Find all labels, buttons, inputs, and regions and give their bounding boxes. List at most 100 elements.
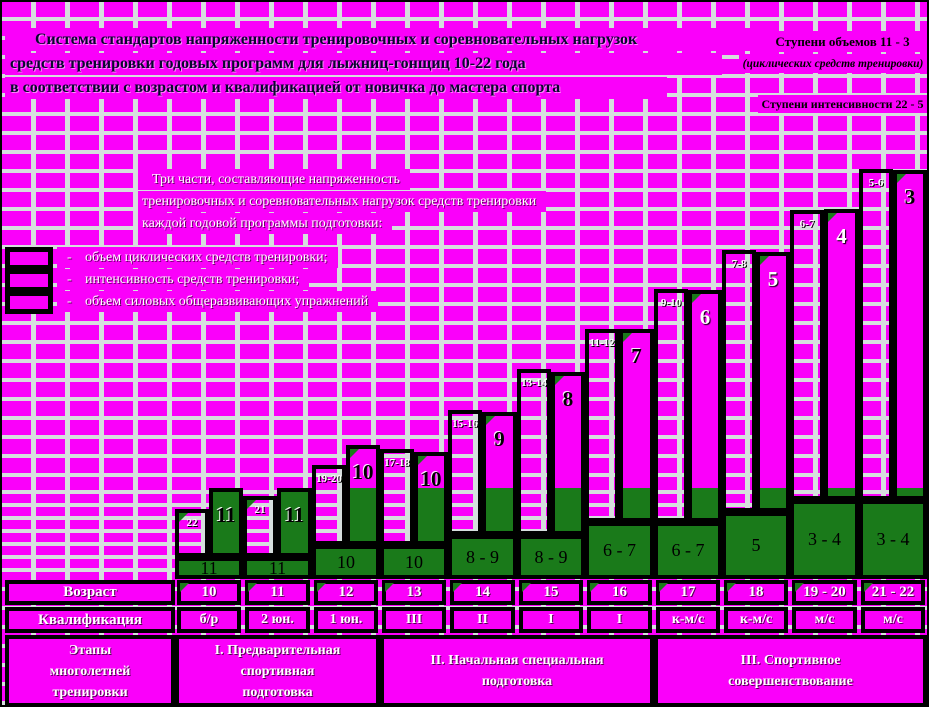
intensity-step-label: 19-20 <box>316 473 342 485</box>
legend-swatch-volume <box>5 247 53 270</box>
strength-volume-value: 10 <box>405 551 423 572</box>
corner-marker-icon <box>247 500 256 509</box>
volume-bar: 9 <box>482 412 517 535</box>
legend-item-intensity: - интенсивность средств тренировки; <box>57 269 310 290</box>
intensity-step-label: 11-12 <box>589 337 615 349</box>
corner-marker-icon <box>897 174 906 183</box>
corner-marker-icon <box>317 583 326 592</box>
corner-marker-icon <box>248 583 257 592</box>
qualification-cell: м/с <box>861 607 925 633</box>
volume-bar: 8 <box>551 372 585 535</box>
intensity-step-label: 5-6 <box>868 177 884 189</box>
legend-swatch-strength <box>5 291 53 314</box>
strength-volume-box: 3 - 4 <box>790 500 859 579</box>
volume-bar-value: 6 <box>699 305 711 329</box>
strength-volume-value: 8 - 9 <box>466 546 499 567</box>
intensity-step-label: 17-18 <box>384 457 410 469</box>
strength-volume-box: 6 - 7 <box>654 522 722 579</box>
strength-volume-value: 8 - 9 <box>534 546 568 567</box>
title-line-1: Система стандартов напряженности трениро… <box>5 28 772 51</box>
stage-cell-1: I. Предварительная спортивная подготовка <box>175 635 380 705</box>
title-line-2: средств тренировки годовых программ для … <box>5 53 722 75</box>
intensity-step-label: 21 <box>254 504 266 516</box>
intensity-step-label: 9-10 <box>660 297 682 309</box>
volume-bar: 3 <box>893 170 927 500</box>
strength-volume-box: 10 <box>380 545 448 579</box>
intensity-step-label: 13-14 <box>521 377 547 389</box>
intensity-steps-label: Ступени интенсивности 22 - 5 <box>758 95 927 113</box>
strength-volume-box: 8 - 9 <box>517 535 585 579</box>
stages-header-line: многолетней <box>49 663 131 679</box>
corner-marker-icon <box>180 583 189 592</box>
corner-marker-icon <box>828 213 837 222</box>
legend-item-label: объем циклических средств тренировки; <box>85 249 328 265</box>
intensity-step-label: 15-16 <box>452 418 478 430</box>
legend-dash: - <box>67 249 72 265</box>
intensity-bar: 22 <box>175 509 209 557</box>
corner-marker-icon <box>760 256 769 265</box>
intensity-bar: 6-7 <box>790 210 824 500</box>
age-cell: 21 - 22 <box>861 580 925 605</box>
corner-marker-icon <box>692 294 701 303</box>
corner-marker-icon <box>727 583 736 592</box>
volume-bar-value: 7 <box>631 344 642 368</box>
stage-label-line: совершенствование <box>728 674 853 689</box>
stage-label-line: I. Предварительная <box>214 642 341 658</box>
stages-row-header: Этапы многолетней тренировки <box>5 635 175 705</box>
volume-steps-label: Ступени объемов 11 - 3 <box>758 31 927 52</box>
volume-bar-value: 9 <box>494 427 505 451</box>
age-cell: 17 <box>656 580 720 605</box>
volume-bar: 5 <box>756 252 790 512</box>
stage-label-line: подготовка <box>242 684 313 700</box>
intensity-bar: 21 <box>243 496 277 557</box>
strength-volume-box: 8 - 9 <box>448 535 517 579</box>
intensity-step-label: 7-8 <box>731 258 747 270</box>
volume-bar: 10 <box>346 445 380 545</box>
qualification-cell: к-м/с <box>656 607 720 633</box>
strength-volume-box: 10 <box>312 545 380 579</box>
intensity-step-label: 22 <box>186 517 198 529</box>
age-cell: 10 <box>177 580 241 605</box>
strength-volume-box: 11 <box>175 557 243 579</box>
intensity-bar: 9-10 <box>654 289 688 522</box>
volume-bar: 10 <box>414 452 448 545</box>
corner-marker-icon <box>659 583 668 592</box>
strength-volume-box: 3 - 4 <box>859 500 927 579</box>
strength-volume-value: 6 - 7 <box>671 540 705 560</box>
intensity-bar: 13-14 <box>517 369 551 535</box>
strength-volume-value: 11 <box>268 557 287 578</box>
corner-marker-icon <box>590 583 599 592</box>
title-line-3: в соответствии с возрастом и квалификаци… <box>5 77 667 99</box>
age-row-header: Возраст <box>5 580 175 605</box>
strength-volume-box: 5 <box>722 512 790 579</box>
strength-volume-box: 6 - 7 <box>585 522 654 579</box>
strength-volume-value: 5 <box>751 535 761 555</box>
volume-bar-value: 3 <box>904 185 916 209</box>
intensity-bar: 15-16 <box>448 410 482 535</box>
qualification-cell: 1 юн. <box>314 607 378 633</box>
corner-marker-icon <box>522 583 531 592</box>
qualification-cell: м/с <box>792 607 857 633</box>
corner-marker-icon <box>179 513 188 522</box>
strength-volume-value: 3 - 4 <box>876 529 910 549</box>
stage-label-line: III. Спортивное <box>740 653 841 668</box>
strength-volume-value: 3 - 4 <box>808 529 841 549</box>
corner-marker-icon <box>385 583 394 592</box>
intensity-bar: 7-8 <box>722 250 756 512</box>
corner-marker-icon <box>864 583 873 592</box>
strength-volume-box: 11 <box>243 557 312 579</box>
stage-label-line: подготовка <box>481 674 553 689</box>
strength-volume-value: 10 <box>337 551 355 572</box>
volume-bar: 4 <box>824 209 859 500</box>
intensity-step-label: 6-7 <box>799 218 815 230</box>
qualification-cell: III <box>382 607 446 633</box>
corner-marker-icon <box>623 333 632 342</box>
volume-bar-value: 11 <box>216 503 236 527</box>
volume-bar-value: 4 <box>836 224 847 248</box>
legend-item-label: объем силовых общеразвивающих упражнений <box>85 293 369 309</box>
qualification-cell: I <box>587 607 652 633</box>
qualification-cell: к-м/с <box>724 607 788 633</box>
strength-volume-value: 11 <box>200 557 218 578</box>
volume-bar-value: 5 <box>767 267 779 291</box>
qualification-cell: б/р <box>177 607 241 633</box>
